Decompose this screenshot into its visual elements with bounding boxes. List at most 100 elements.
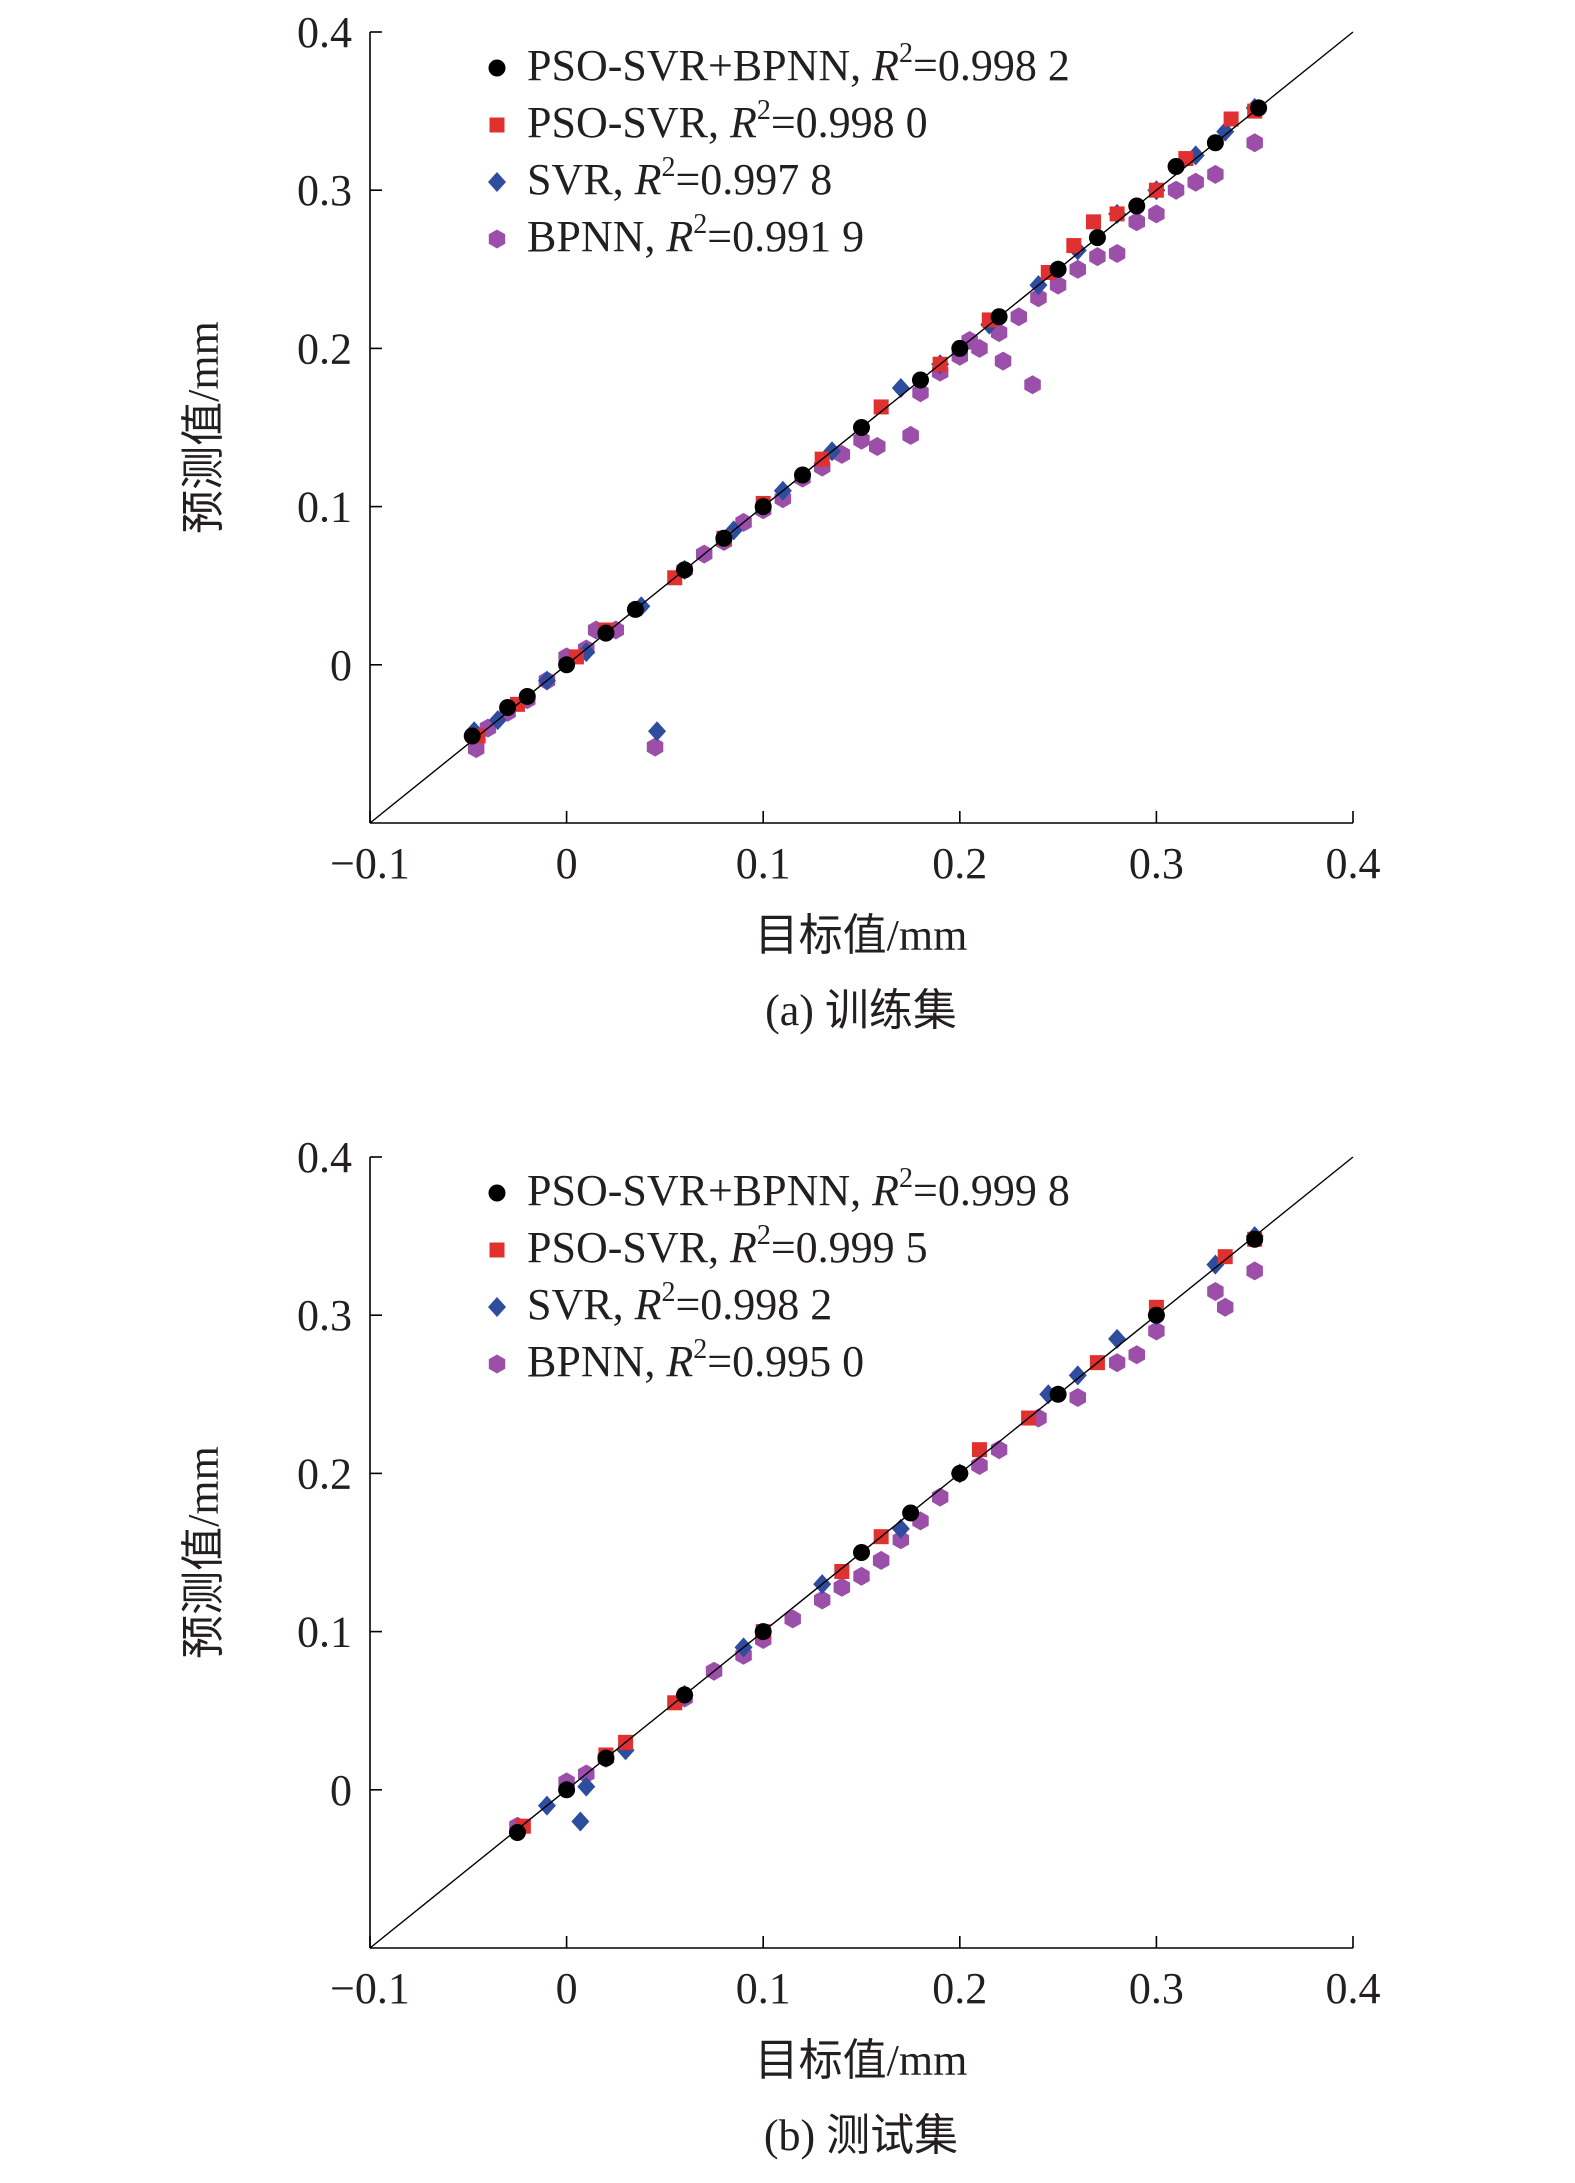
y-axis-label-train: 预测值/mm <box>179 321 228 534</box>
x-axis-label-test: 目标值/mm <box>755 2036 968 2085</box>
point-bpnn <box>1207 1282 1224 1301</box>
y-ticks-test: 0 0.1 0.2 0.3 0.4 <box>297 1133 382 1815</box>
x-tick-label: 0.3 <box>1129 1964 1184 2013</box>
point-bpnn <box>994 351 1012 371</box>
reference-line-train <box>369 31 1354 824</box>
point-pso-svr <box>971 1442 987 1458</box>
legend-entry: BPNN, R2=0.991 9 <box>527 209 864 261</box>
point-bpnn <box>931 1487 949 1507</box>
point-bpnn <box>833 1577 851 1597</box>
point-svr <box>571 1811 590 1832</box>
point-pso-svr <box>1217 1249 1233 1265</box>
x-ticks-test: −0.1 0 0.1 0.2 0.3 0.4 <box>330 1936 1381 2013</box>
caption-train: (a) 训练集 <box>765 986 957 1035</box>
point-pso-svr <box>873 399 889 415</box>
point-bpnn <box>784 1609 801 1629</box>
point-bpnn <box>1024 375 1041 395</box>
point-bpnn <box>971 338 988 358</box>
y-tick-label: 0.3 <box>297 1291 352 1340</box>
point-pso-svr-bpnn <box>1167 157 1185 175</box>
point-bpnn <box>872 1550 890 1570</box>
point-pso-svr-bpnn <box>508 1824 526 1842</box>
legend-marker-circle <box>488 1184 506 1202</box>
y-tick-label: 0.4 <box>297 8 352 57</box>
x-tick-label: 0 <box>556 1964 578 2013</box>
point-bpnn <box>1187 172 1204 192</box>
legend-entry: PSO-SVR, R2=0.998 0 <box>527 95 928 147</box>
point-bpnn <box>1089 247 1106 267</box>
legend-entry: PSO-SVR+BPNN, R2=0.999 8 <box>527 1163 1070 1215</box>
point-bpnn <box>990 1440 1008 1460</box>
x-axis-label-train: 目标值/mm <box>755 911 968 960</box>
point-bpnn <box>1069 259 1086 279</box>
point-pso-svr <box>1109 206 1125 222</box>
point-bpnn <box>853 1566 870 1586</box>
point-bpnn <box>1128 212 1145 232</box>
x-ticks-train: −0.1 0 0.1 0.2 0.3 0.4 <box>330 811 1381 888</box>
y-tick-label: 0 <box>330 1766 352 1815</box>
x-tick-label: −0.1 <box>330 1964 410 2013</box>
point-bpnn <box>1246 1261 1263 1281</box>
reference-line-test <box>369 1156 1354 1949</box>
point-svr <box>1108 1328 1127 1349</box>
x-tick-label: 0.3 <box>1129 839 1184 888</box>
y-tick-label: 0.4 <box>297 1133 352 1182</box>
legend-entry: BPNN, R2=0.995 0 <box>527 1334 864 1386</box>
x-tick-label: 0 <box>556 839 578 888</box>
legend-marker-square <box>489 117 505 133</box>
y-tick-label: 0.2 <box>297 324 352 373</box>
point-bpnn <box>892 1530 909 1550</box>
point-bpnn <box>1207 164 1224 184</box>
point-bpnn <box>1167 180 1185 200</box>
legend-marker-hexagon <box>488 229 506 249</box>
point-svr <box>1068 1365 1087 1386</box>
point-bpnn <box>1010 307 1027 327</box>
point-bpnn <box>971 1456 988 1475</box>
point-bpnn <box>1246 133 1263 153</box>
point-bpnn <box>1108 1353 1126 1373</box>
x-tick-label: 0.4 <box>1326 1964 1381 2013</box>
point-bpnn <box>1217 1297 1234 1317</box>
x-tick-label: 0.2 <box>932 1964 987 2013</box>
chart-train: −0.1 0 0.1 0.2 0.3 0.4 0 0.1 0.2 0.3 0.4 PSO-SVR+… <box>179 8 1381 1035</box>
y-tick-label: 0.2 <box>297 1449 352 1498</box>
point-bpnn <box>869 437 886 456</box>
caption-test: (b) 测试集 <box>764 2111 958 2160</box>
y-tick-label: 0.1 <box>297 483 352 532</box>
legend-entry: SVR, R2=0.998 2 <box>527 1277 832 1329</box>
legend-marker-hexagon <box>488 1354 506 1374</box>
point-pso-svr <box>1223 111 1239 127</box>
point-bpnn <box>1148 204 1165 224</box>
point-bpnn <box>1128 1345 1145 1365</box>
legend-marker-circle <box>488 59 506 77</box>
y-tick-label: 0.3 <box>297 166 352 215</box>
x-tick-label: 0.1 <box>736 1964 791 2013</box>
y-tick-label: 0.1 <box>297 1608 352 1657</box>
y-ticks-train: 0 0.1 0.2 0.3 0.4 <box>297 8 382 690</box>
legend-marker-diamond <box>488 1297 506 1317</box>
point-bpnn <box>814 1590 831 1610</box>
point-bpnn <box>853 430 870 450</box>
point-svr <box>577 1776 596 1797</box>
point-pso-svr-bpnn <box>463 727 481 745</box>
legend-marker-square <box>489 1242 505 1258</box>
point-svr <box>891 377 910 398</box>
point-bpnn <box>1108 244 1126 263</box>
x-tick-label: 0.1 <box>736 839 791 888</box>
point-bpnn <box>1148 1321 1165 1341</box>
legend-entry: PSO-SVR+BPNN, R2=0.998 2 <box>527 38 1070 90</box>
point-bpnn <box>1069 1388 1086 1407</box>
legend-entry: PSO-SVR, R2=0.999 5 <box>527 1220 928 1272</box>
y-tick-label: 0 <box>330 641 352 690</box>
point-svr <box>648 721 667 742</box>
y-axis-label-test: 预测值/mm <box>179 1446 228 1659</box>
point-bpnn <box>646 737 664 757</box>
point-pso-svr <box>1066 238 1082 254</box>
point-bpnn <box>1030 288 1047 308</box>
point-bpnn <box>1049 275 1067 295</box>
x-tick-label: 0.4 <box>1326 839 1381 888</box>
legend-entry: SVR, R2=0.997 8 <box>527 152 832 204</box>
